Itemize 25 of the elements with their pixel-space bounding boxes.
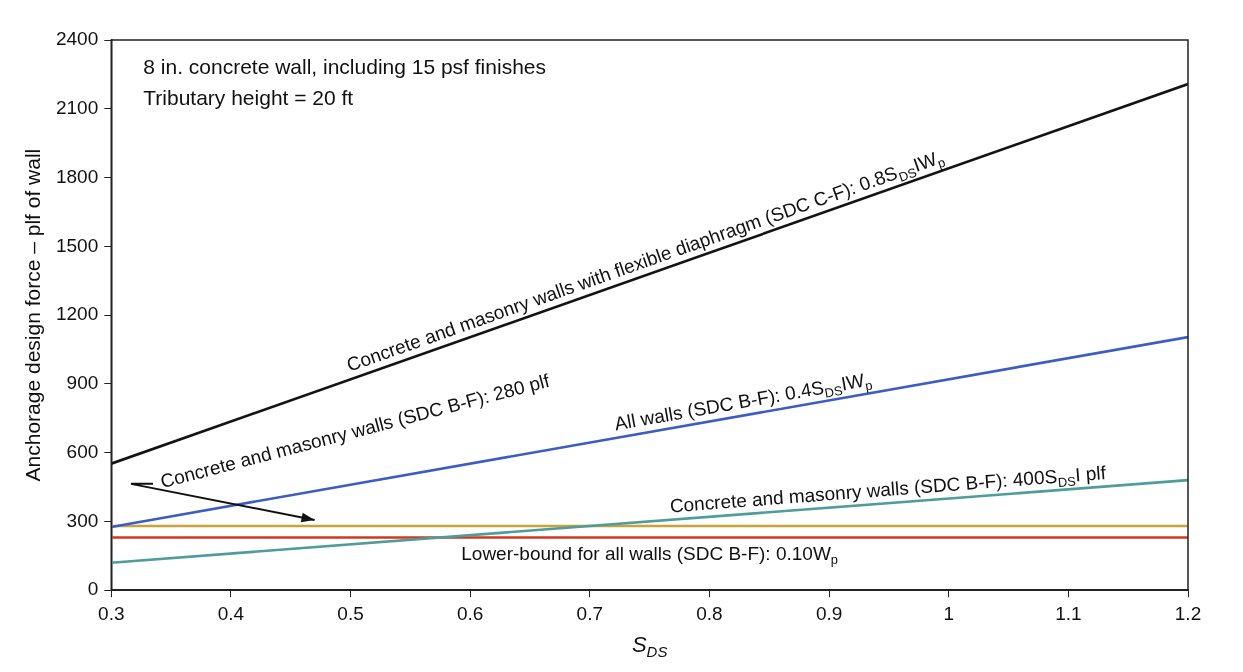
annotation: Concrete and masonry walls (SDC B-F): 280 plf bbox=[158, 369, 553, 493]
x-tick-label: 0.4 bbox=[217, 602, 245, 624]
x-tick-label: 0.8 bbox=[696, 602, 723, 624]
y-tick-label: 600 bbox=[66, 440, 99, 462]
x-tick-label: 1 bbox=[943, 602, 955, 624]
y-tick-label: 1500 bbox=[55, 234, 99, 256]
y-tick-label: 1200 bbox=[55, 303, 99, 325]
y-axis-title: Anchorage design force – plf of wall bbox=[21, 148, 44, 482]
x-tick-label: 0.9 bbox=[815, 602, 843, 624]
y-tick-label: 2100 bbox=[55, 97, 99, 119]
x-tick-label: 1.2 bbox=[1174, 602, 1202, 624]
x-tick-label: 0.6 bbox=[456, 602, 484, 624]
x-tick-label: 0.7 bbox=[576, 602, 604, 624]
y-tick-label: 2400 bbox=[55, 28, 99, 50]
y-tick-label: 300 bbox=[66, 509, 99, 531]
annotation: All walls (SDC B-F): 0.4SDSIWp bbox=[612, 369, 874, 435]
y-tick-label: 1800 bbox=[55, 165, 99, 187]
annotation: Concrete and masonry walls (SDC B-F): 400SDSI plf bbox=[669, 462, 1108, 517]
y-tick-label: 0 bbox=[87, 578, 99, 600]
x-tick-label: 0.5 bbox=[337, 602, 364, 624]
y-tick-label: 900 bbox=[66, 372, 99, 394]
annotation: 8 in. concrete wall, including 15 psf finishes bbox=[143, 55, 546, 78]
annotation: Tributary height = 20 ft bbox=[143, 86, 354, 109]
x-tick-label: 0.3 bbox=[98, 602, 125, 624]
x-tick-label: 1.1 bbox=[1055, 602, 1082, 624]
